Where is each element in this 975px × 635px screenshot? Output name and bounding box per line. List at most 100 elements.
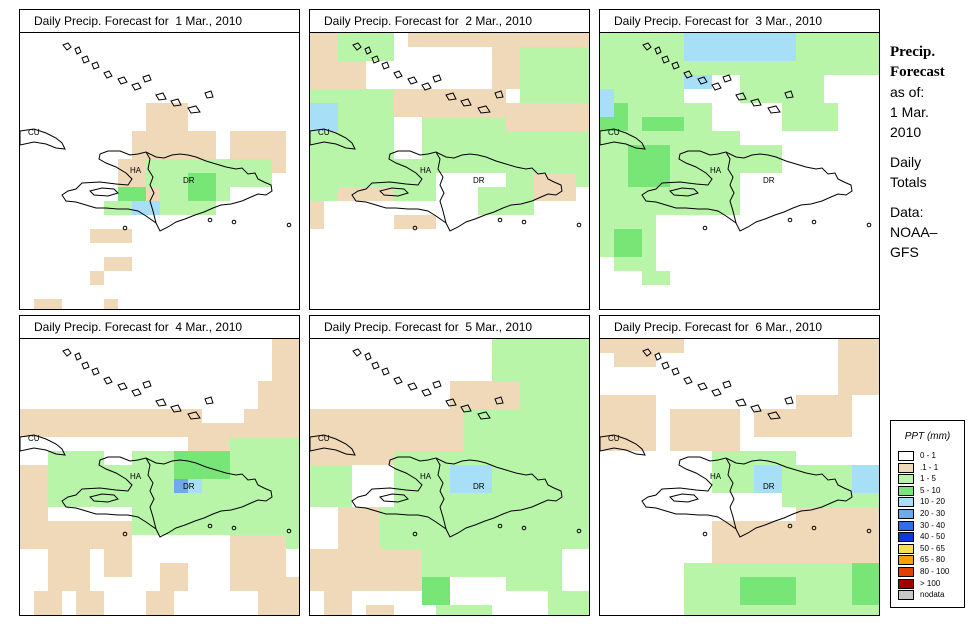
legend-swatch	[898, 590, 914, 601]
legend-label: 50 - 65	[920, 543, 945, 553]
precip-map: CU HA DR	[309, 32, 590, 310]
bahamas-island	[103, 70, 113, 79]
legend-swatch	[898, 485, 914, 496]
info-source-line1: NOAA–	[890, 224, 938, 240]
small-island	[412, 531, 418, 537]
bahamas-island	[170, 404, 182, 413]
country-label-dr: DR	[473, 482, 485, 491]
bahamas-island	[155, 92, 167, 101]
bahamas-island	[204, 396, 214, 405]
small-island	[122, 225, 128, 231]
precip-cell	[174, 479, 188, 493]
precip-cell	[754, 465, 782, 493]
bahamas-island	[784, 90, 794, 99]
hispaniola-coastline	[641, 456, 853, 538]
precip-cell	[450, 465, 492, 493]
country-label-ha: HA	[710, 166, 722, 175]
country-label-cu: CU	[608, 128, 620, 137]
country-label-ha: HA	[130, 166, 142, 175]
bahamas-island	[711, 82, 722, 91]
precip-cell	[600, 395, 656, 451]
precip-cell	[76, 591, 104, 615]
small-island	[866, 222, 872, 228]
bahamas-island	[432, 74, 442, 83]
country-border	[725, 457, 737, 530]
country-border	[435, 151, 447, 224]
cuba-coastline	[310, 128, 356, 150]
legend-label: 65 - 80	[920, 555, 945, 565]
bahamas-island	[62, 42, 72, 51]
precip-cell	[310, 103, 338, 131]
bahamas-island	[187, 411, 201, 420]
precip-cell	[76, 465, 132, 507]
bahamas-island	[91, 367, 100, 376]
legend-swatch	[898, 462, 914, 473]
precip-cell	[160, 563, 188, 591]
hispaniola-coastline	[61, 456, 273, 538]
bahamas-island	[697, 76, 708, 85]
bahamas-island	[477, 105, 491, 114]
precip-cell	[740, 145, 782, 173]
country-border	[435, 457, 447, 530]
info-daily: Daily	[890, 154, 922, 170]
map-svg: CU HA DR	[600, 33, 879, 285]
bahamas-island	[142, 74, 152, 83]
country-label-dr: DR	[473, 176, 485, 185]
precip-cell	[614, 353, 656, 367]
precip-cell	[548, 591, 589, 615]
legend-label: .1 - 1	[920, 462, 939, 472]
precip-cell	[20, 465, 48, 521]
legend-swatch	[898, 497, 914, 508]
bahamas-island	[735, 92, 747, 101]
hispaniola-coastline	[351, 456, 563, 538]
info-title-line1: Precip.	[890, 44, 936, 60]
bahamas-island	[62, 348, 72, 357]
legend-title: PPT (mm)	[904, 431, 951, 442]
country-label-ha: HA	[420, 166, 432, 175]
country-border	[145, 151, 157, 224]
bahamas-island	[407, 76, 418, 85]
precip-cell	[642, 271, 670, 285]
bahamas-island	[767, 411, 781, 420]
precip-cell	[506, 103, 589, 131]
precip-cell	[310, 465, 352, 507]
legend-label: > 100	[920, 578, 941, 588]
legend-swatch	[898, 567, 914, 577]
small-island	[866, 528, 872, 534]
precip-cell	[118, 187, 146, 201]
precip-cell	[628, 145, 670, 187]
bahamas-island	[187, 105, 201, 114]
gonave-island	[379, 493, 409, 503]
precip-cell	[796, 507, 879, 563]
bahamas-island	[155, 398, 167, 407]
country-label-cu: CU	[318, 128, 330, 137]
bahamas-island	[393, 70, 403, 79]
country-label-cu: CU	[28, 434, 40, 443]
bahamas-island	[432, 380, 442, 389]
bahamas-island	[445, 92, 457, 101]
country-label-cu: CU	[28, 128, 40, 137]
info-asof: as of:	[890, 84, 925, 100]
legend-swatch	[898, 520, 914, 531]
precip-cell	[394, 89, 506, 117]
info-data-label: Data:	[890, 204, 924, 220]
country-border	[145, 457, 157, 530]
bahamas-island	[460, 98, 472, 107]
legend-label: nodata	[920, 590, 945, 600]
precip-cell	[422, 577, 450, 605]
bahamas-island	[131, 82, 142, 91]
cuba-coastline	[20, 434, 66, 456]
hispaniola-coastline	[61, 150, 273, 232]
small-island	[231, 219, 237, 225]
country-label-dr: DR	[763, 482, 775, 491]
precip-cell	[104, 257, 132, 271]
bahamas-island	[722, 74, 732, 83]
small-island	[231, 525, 237, 531]
country-label-dr: DR	[183, 482, 195, 491]
small-island	[787, 217, 793, 223]
precip-cell	[244, 465, 286, 507]
bahamas-island	[381, 61, 390, 70]
precip-cell	[600, 339, 684, 353]
small-island	[497, 523, 503, 529]
bahamas-island	[661, 361, 670, 370]
